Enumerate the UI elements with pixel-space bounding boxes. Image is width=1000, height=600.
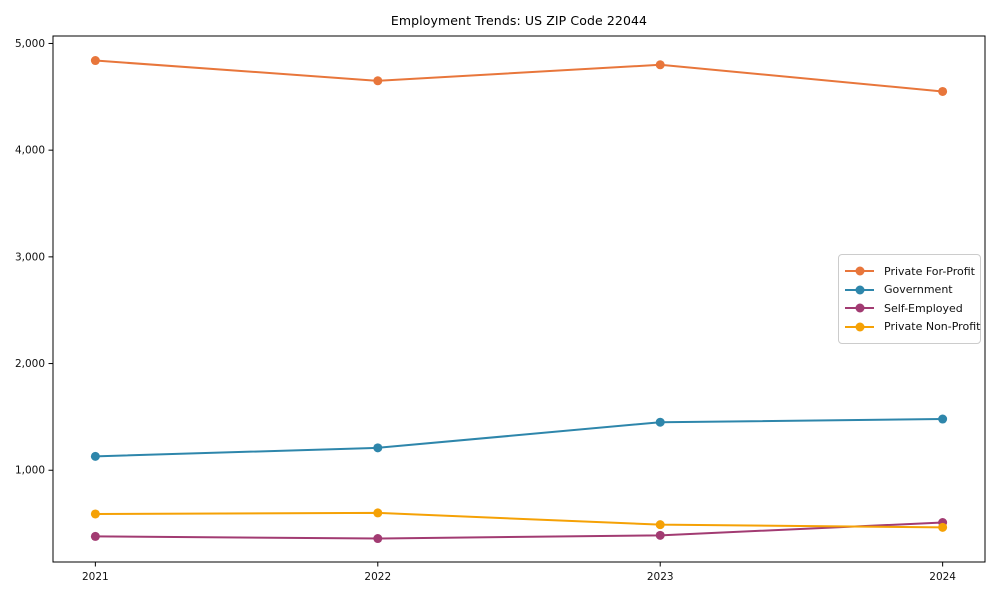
legend-item-private-non-profit: Private Non-Profit xyxy=(845,318,980,336)
x-tick-label: 2022 xyxy=(364,571,391,583)
legend-line-marker-icon xyxy=(845,303,874,313)
legend-dot-icon xyxy=(855,303,864,313)
y-tick-label: 3,000 xyxy=(15,251,45,263)
legend-label: Self-Employed xyxy=(884,301,963,315)
legend-dot-icon xyxy=(855,285,864,295)
legend-item-government: Government xyxy=(845,281,972,299)
marker-self-employed xyxy=(90,531,100,541)
y-tick-label: 1,000 xyxy=(15,465,45,477)
x-tick-label: 2023 xyxy=(647,571,674,583)
legend-item-self-employed: Self-Employed xyxy=(845,299,972,317)
line-private-non-profit xyxy=(94,511,944,529)
x-tick-label: 2024 xyxy=(929,571,956,583)
legend-line-marker-icon xyxy=(845,322,874,332)
marker-government xyxy=(655,417,665,427)
legend-dot-icon xyxy=(855,266,864,276)
marker-government xyxy=(373,443,383,453)
legend-label: Private Non-Profit xyxy=(884,320,981,334)
legend-label: Government xyxy=(884,283,953,297)
marker-private-for-profit xyxy=(655,60,665,70)
marker-private-non-profit xyxy=(938,522,948,532)
marker-private-non-profit xyxy=(373,508,383,518)
marker-self-employed xyxy=(655,530,665,540)
legend-item-private-for-profit: Private For-Profit xyxy=(845,262,975,280)
marker-private-non-profit xyxy=(655,520,665,530)
line-government xyxy=(94,418,944,458)
y-tick-label: 5,000 xyxy=(15,38,45,50)
legend-label: Private For-Profit xyxy=(884,264,975,278)
legend-dot-icon xyxy=(855,322,864,332)
line-self-employed xyxy=(94,521,944,540)
legend-line-marker-icon xyxy=(845,285,874,295)
marker-self-employed xyxy=(373,534,383,544)
marker-private-for-profit xyxy=(938,86,948,96)
legend: Private For-Profit Government Self-Employe… xyxy=(838,254,981,344)
marker-private-non-profit xyxy=(90,509,100,519)
y-tick-label: 4,000 xyxy=(15,145,45,157)
marker-private-for-profit xyxy=(90,56,100,66)
x-tick-label: 2021 xyxy=(82,571,109,583)
chart-title: Employment Trends: US ZIP Code 22044 xyxy=(390,13,648,28)
plot-frame xyxy=(52,35,986,563)
line-private-for-profit xyxy=(94,59,944,93)
marker-government xyxy=(938,414,948,424)
marker-private-for-profit xyxy=(373,76,383,86)
marker-government xyxy=(90,451,100,461)
legend-line-marker-icon xyxy=(845,266,874,276)
y-tick-label: 2,000 xyxy=(15,358,45,370)
